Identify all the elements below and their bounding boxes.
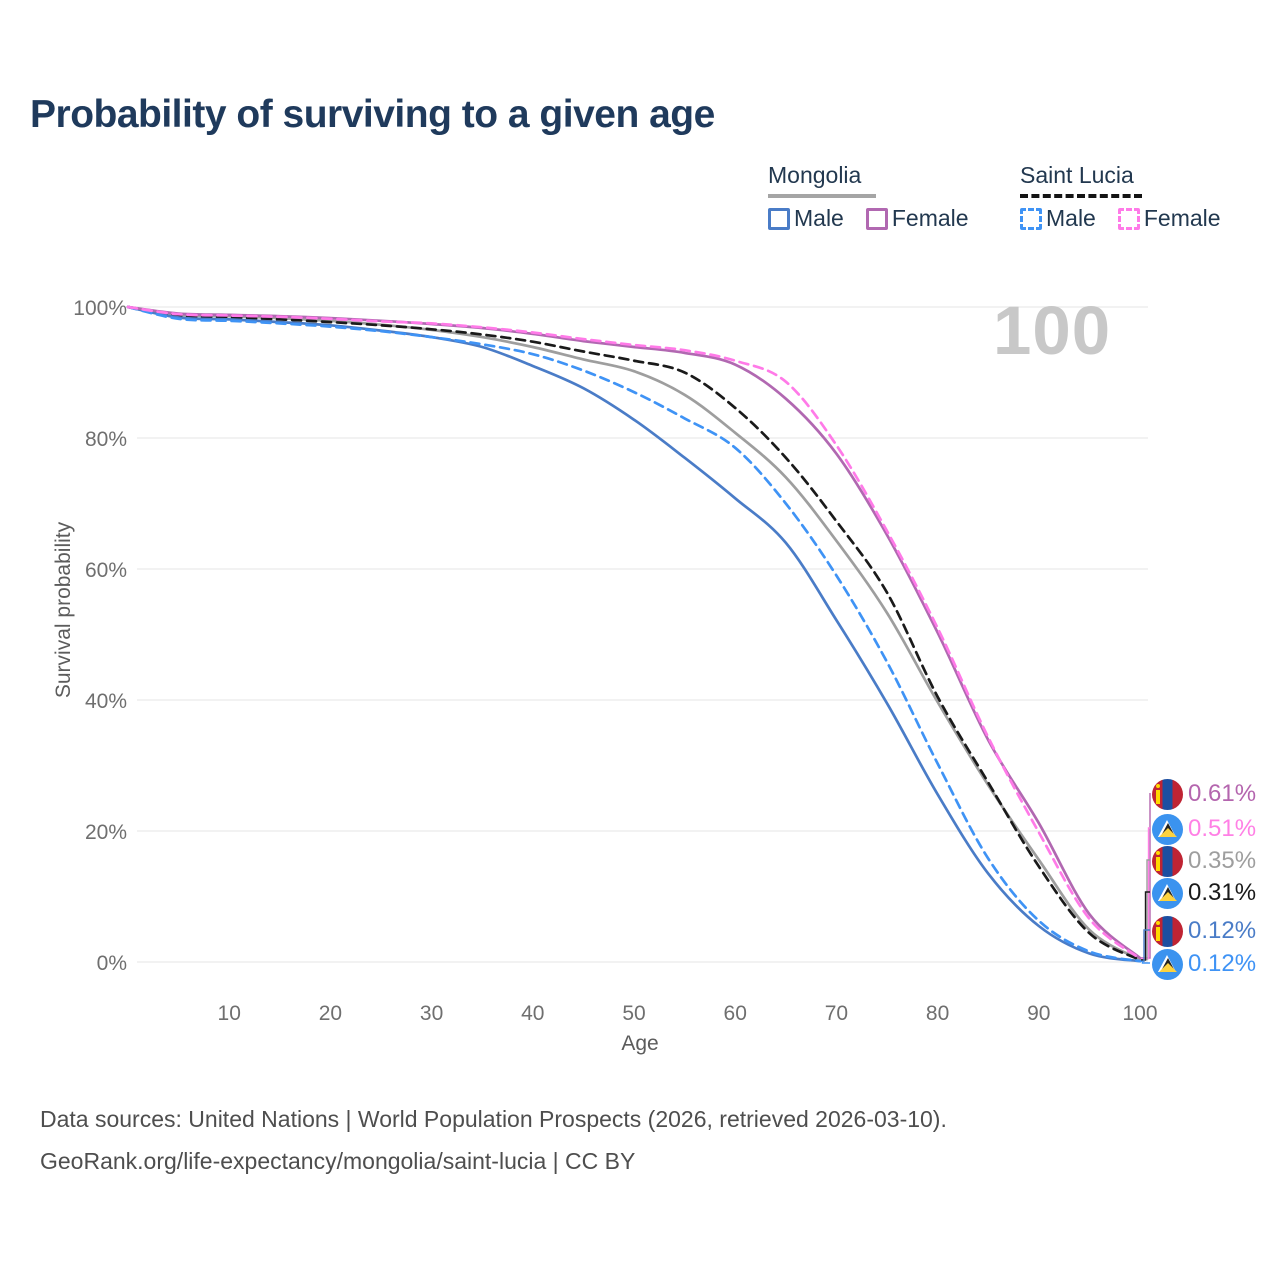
y-axis-title: Survival probability bbox=[52, 521, 75, 699]
curve-mongolia-total[interactable] bbox=[126, 305, 1142, 962]
y-tick-label: 60% bbox=[85, 559, 127, 582]
x-tick-label: 10 bbox=[218, 1002, 241, 1025]
mongolia-female-checkbox-icon[interactable] bbox=[865, 207, 888, 230]
legend-saint-lucia-line-sample bbox=[1020, 194, 1142, 198]
x-tick-label: 40 bbox=[521, 1002, 544, 1025]
legend-group-saint-lucia-label: Saint Lucia bbox=[1020, 162, 1134, 188]
legend-mongolia-line-sample bbox=[768, 194, 876, 198]
end-value-saint-lucia-total: 0.31% bbox=[1188, 879, 1257, 906]
x-axis-title: Age bbox=[621, 1032, 658, 1055]
page-title: Probability of surviving to a given age bbox=[30, 93, 715, 136]
legend-row-saint-lucia: Male Female bbox=[1020, 205, 1243, 232]
legend-group-mongolia: Mongolia bbox=[768, 162, 876, 198]
saint-lucia-flag-icon bbox=[1152, 877, 1183, 909]
end-label-mongolia-male: 0.12% bbox=[1152, 914, 1256, 948]
footer-attribution: GeoRank.org/life-expectancy/mongolia/sai… bbox=[40, 1148, 636, 1174]
end-label-mongolia-female: 0.61% bbox=[1152, 777, 1256, 811]
end-label-mongolia-total: 0.35% bbox=[1152, 844, 1256, 878]
end-label-connector-saint-lucia-female bbox=[1141, 827, 1150, 960]
end-value-mongolia-total: 0.35% bbox=[1188, 847, 1257, 874]
y-tick-label: 40% bbox=[85, 690, 127, 713]
end-value-saint-lucia-male: 0.12% bbox=[1188, 950, 1257, 977]
end-label-connector-saint-lucia-male bbox=[1141, 960, 1150, 964]
end-label-saint-lucia-total: 0.31% bbox=[1152, 876, 1256, 910]
curve-saint-lucia-female[interactable] bbox=[126, 305, 1142, 961]
x-tick-label: 20 bbox=[319, 1002, 342, 1025]
end-value-mongolia-male: 0.12% bbox=[1188, 917, 1257, 944]
x-tick-label: 50 bbox=[622, 1002, 645, 1025]
mongolia-flag-icon bbox=[1152, 915, 1183, 947]
end-label-connector-saint-lucia-total bbox=[1141, 891, 1150, 961]
legend-item-saint-lucia-male[interactable]: Male bbox=[1020, 205, 1096, 232]
x-tick-label: 80 bbox=[926, 1002, 949, 1025]
legend-item-saint-lucia-female[interactable]: Female bbox=[1117, 205, 1221, 232]
mongolia-flag-icon bbox=[1152, 778, 1183, 810]
y-tick-label: 20% bbox=[85, 821, 127, 844]
curve-saint-lucia-male[interactable] bbox=[126, 305, 1142, 963]
legend-item-mongolia-female[interactable]: Female bbox=[865, 205, 969, 232]
hover-age-watermark: 100 bbox=[993, 292, 1112, 369]
mongolia-male-checkbox-icon[interactable] bbox=[768, 207, 790, 230]
x-tick-label: 90 bbox=[1027, 1002, 1050, 1025]
x-tick-label: 70 bbox=[825, 1002, 848, 1025]
saint-lucia-flag-icon bbox=[1152, 948, 1183, 980]
footer-data-sources: Data sources: United Nations | World Pop… bbox=[40, 1106, 947, 1132]
legend-group-mongolia-label: Mongolia bbox=[768, 162, 862, 188]
y-tick-label: 80% bbox=[85, 428, 127, 451]
legend-label-mongolia-female: Female bbox=[891, 205, 969, 231]
legend-label-saint-lucia-male: Male bbox=[1046, 205, 1096, 231]
end-value-saint-lucia-female: 0.51% bbox=[1188, 815, 1257, 842]
end-label-saint-lucia-male: 0.12% bbox=[1152, 947, 1256, 981]
mongolia-flag-icon bbox=[1152, 845, 1183, 877]
x-tick-label: 60 bbox=[724, 1002, 747, 1025]
y-tick-label: 0% bbox=[97, 952, 127, 975]
legend-item-mongolia-male[interactable]: Male bbox=[768, 205, 844, 232]
y-tick-label: 100% bbox=[73, 297, 127, 320]
curve-mongolia-male[interactable] bbox=[126, 305, 1142, 963]
end-label-saint-lucia-female: 0.51% bbox=[1152, 812, 1256, 846]
legend-row-mongolia: Male Female bbox=[768, 205, 991, 232]
saint-lucia-female-checkbox-icon[interactable] bbox=[1117, 207, 1140, 230]
curve-saint-lucia-total[interactable] bbox=[126, 305, 1142, 962]
saint-lucia-flag-icon bbox=[1152, 813, 1183, 845]
legend-label-saint-lucia-female: Female bbox=[1143, 205, 1221, 231]
end-value-mongolia-female: 0.61% bbox=[1188, 780, 1257, 807]
legend-label-mongolia-male: Male bbox=[794, 205, 844, 231]
x-tick-label: 30 bbox=[420, 1002, 443, 1025]
legend-group-saint-lucia: Saint Lucia bbox=[1020, 162, 1142, 198]
x-tick-label: 100 bbox=[1122, 1002, 1157, 1025]
saint-lucia-male-checkbox-icon[interactable] bbox=[1020, 207, 1042, 230]
